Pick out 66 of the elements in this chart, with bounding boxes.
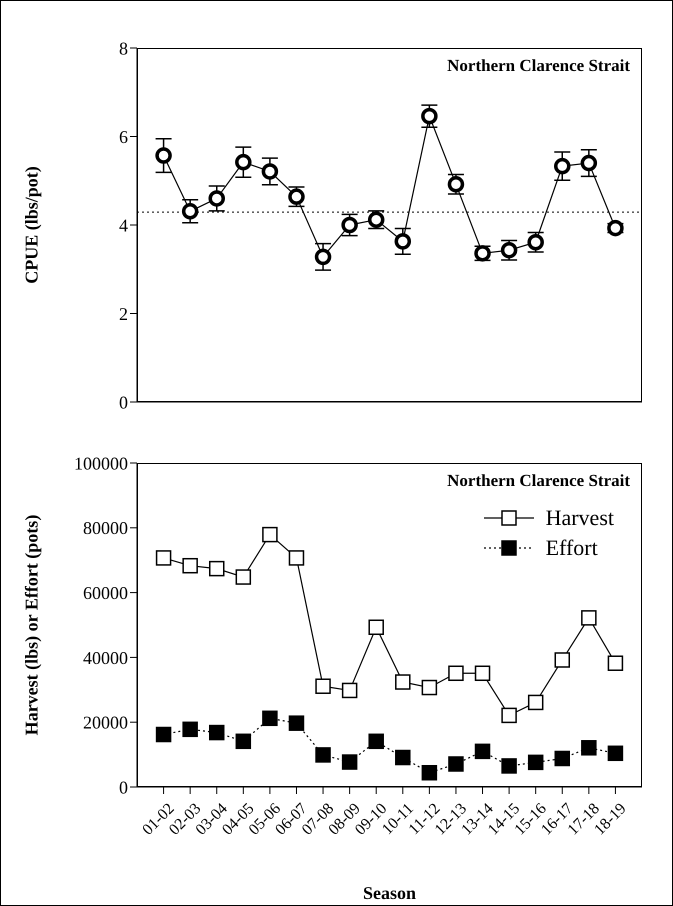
- point: [315, 747, 331, 763]
- point: [581, 740, 597, 756]
- point: [422, 764, 438, 780]
- y-tick-label: 100000: [74, 453, 128, 474]
- point: [342, 682, 358, 698]
- y-tick-label: 40000: [83, 648, 128, 668]
- point: [580, 154, 598, 172]
- point: [314, 248, 332, 266]
- point: [368, 620, 384, 636]
- point: [608, 655, 624, 671]
- point: [155, 147, 172, 164]
- point: [395, 750, 411, 766]
- point: [208, 724, 224, 740]
- y-tick-label: 6: [119, 126, 128, 147]
- y-tick-label: 60000: [83, 582, 128, 603]
- point: [236, 734, 252, 750]
- point: [208, 190, 225, 207]
- point: [288, 550, 304, 566]
- point: [342, 754, 358, 770]
- legend-label: Harvest: [546, 505, 614, 531]
- point: [341, 216, 358, 234]
- point: [608, 746, 624, 762]
- point: [236, 569, 252, 585]
- point: [182, 558, 198, 574]
- point: [448, 756, 464, 772]
- text: Northern Clarence Strait: [447, 56, 630, 76]
- point: [182, 722, 198, 738]
- point: [315, 678, 331, 694]
- y-tick-label: 8: [119, 38, 128, 58]
- point: [395, 674, 411, 690]
- point: [422, 680, 438, 696]
- point: [182, 203, 198, 220]
- text: Northern Clarence Strait: [447, 471, 630, 491]
- point: [262, 710, 278, 726]
- point: [554, 158, 571, 174]
- point: [288, 715, 304, 731]
- point: [528, 754, 544, 770]
- point: [554, 750, 570, 766]
- point: [156, 550, 172, 566]
- point: [394, 233, 412, 250]
- y-tick-label: 20000: [83, 712, 128, 733]
- point: [581, 610, 597, 626]
- point: [607, 220, 624, 236]
- point: [448, 666, 464, 682]
- legend-label: Effort: [546, 535, 598, 561]
- y-axis-title: Harvest (lbs) or Effort (pots): [21, 514, 42, 736]
- y-tick-label: 2: [119, 304, 128, 324]
- point: [208, 560, 224, 576]
- x-axis-title: Season: [362, 883, 416, 903]
- y-tick-label: 4: [119, 215, 128, 236]
- y-tick-label: 80000: [83, 518, 128, 538]
- point: [262, 163, 278, 180]
- point: [474, 744, 490, 760]
- point: [554, 652, 570, 668]
- point: [156, 726, 172, 742]
- y-tick-label: 0: [119, 392, 128, 412]
- point: [501, 708, 517, 724]
- point: [421, 108, 438, 124]
- y-tick-label: 0: [119, 777, 128, 798]
- point: [262, 526, 278, 542]
- y-axis-title: CPUE (lbs/pot): [21, 166, 42, 284]
- point: [528, 694, 544, 710]
- point: [474, 666, 490, 682]
- point: [368, 734, 384, 750]
- point: [501, 758, 517, 774]
- point: [235, 154, 252, 170]
